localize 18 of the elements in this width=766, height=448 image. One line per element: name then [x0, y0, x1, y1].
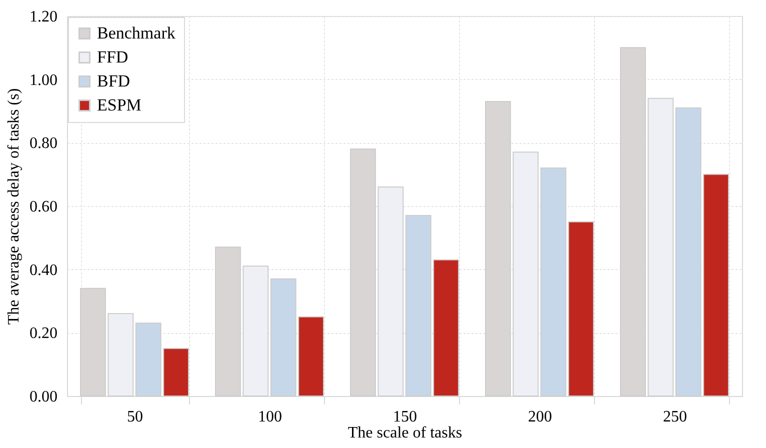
legend-label: Benchmark	[97, 24, 176, 42]
legend-label: ESPM	[97, 96, 142, 114]
x-tick-label: 50	[127, 408, 143, 426]
y-tick-label: 0.40	[30, 262, 58, 279]
y-tick-label: 0.00	[30, 388, 58, 406]
legend-label: BFD	[97, 72, 130, 90]
y-tick-label: 0.60	[30, 198, 58, 216]
y-axis-title: The average access delay of tasks (s)	[6, 88, 22, 325]
x-tick-label: 200	[528, 408, 552, 426]
y-tick-label: 1.00	[30, 72, 58, 89]
legend-label: FFD	[97, 48, 128, 66]
x-axis-title: The scale of tasks	[348, 424, 462, 442]
x-tick-label: 150	[393, 408, 417, 426]
y-tick-label: 0.80	[30, 135, 58, 152]
y-tick-label: 1.20	[30, 8, 58, 26]
x-tick-label: 100	[258, 408, 282, 426]
y-tick-label: 0.20	[30, 325, 58, 342]
x-tick-label: 250	[663, 408, 687, 426]
